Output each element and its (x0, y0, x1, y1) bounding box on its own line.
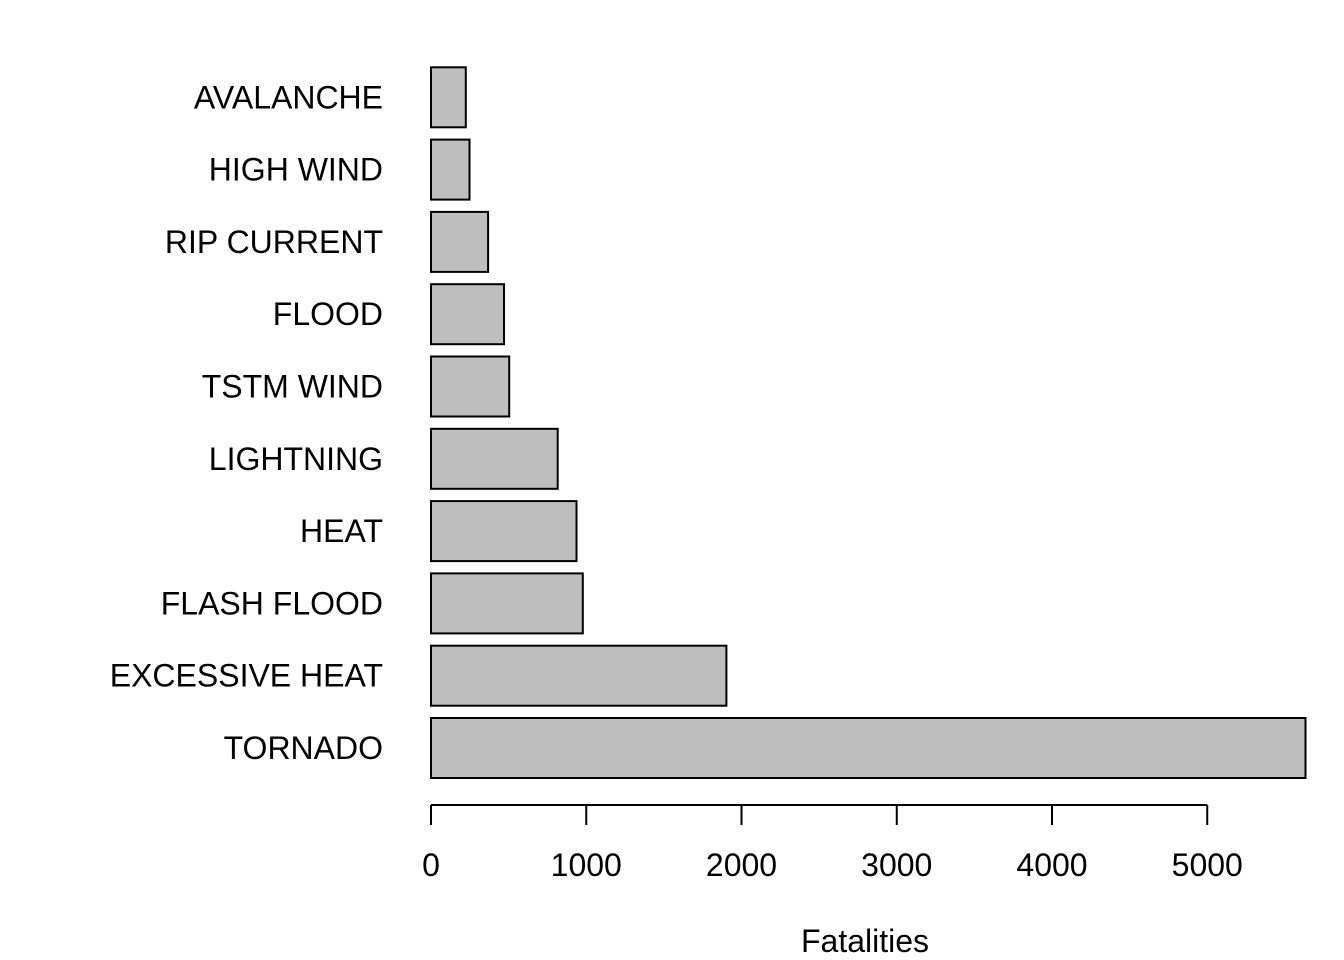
bar-heat (430, 500, 578, 563)
category-label-heat: HEAT (300, 513, 383, 549)
bar-avalanche (430, 66, 467, 129)
x-tick-label-1000: 1000 (551, 847, 622, 883)
bar-tstm-wind (430, 355, 511, 418)
bars (430, 66, 1307, 779)
x-axis-title: Fatalities (801, 923, 929, 959)
category-label-flood: FLOOD (273, 296, 383, 332)
x-tick-label-2000: 2000 (706, 847, 777, 883)
x-axis: 0 1000 2000 3000 4000 5000 (422, 804, 1243, 883)
x-tick-label-5000: 5000 (1172, 847, 1243, 883)
category-label-tstm-wind: TSTM WIND (202, 369, 383, 405)
bar-excessive-heat (430, 644, 728, 707)
bar-tornado (430, 717, 1307, 779)
x-tick-label-0: 0 (422, 847, 440, 883)
bar-lightning (430, 427, 559, 490)
bar-flash-flood (430, 572, 584, 635)
category-labels: TORNADO EXCESSIVE HEAT FLASH FLOOD HEAT LIGH… (110, 79, 383, 766)
bar-rip-current (430, 210, 490, 273)
category-label-lightning: LIGHTNING (209, 441, 383, 477)
category-label-tornado: TORNADO (224, 730, 383, 766)
bar-flood (430, 283, 505, 346)
x-tick-label-3000: 3000 (861, 847, 932, 883)
category-label-flash-flood: FLASH FLOOD (161, 585, 383, 621)
bar-high-wind (430, 138, 471, 201)
category-label-excessive-heat: EXCESSIVE HEAT (110, 658, 383, 694)
category-label-avalanche: AVALANCHE (194, 79, 383, 115)
x-tick-label-4000: 4000 (1016, 847, 1087, 883)
category-label-rip-current: RIP CURRENT (165, 224, 383, 260)
category-label-high-wind: HIGH WIND (209, 152, 383, 188)
